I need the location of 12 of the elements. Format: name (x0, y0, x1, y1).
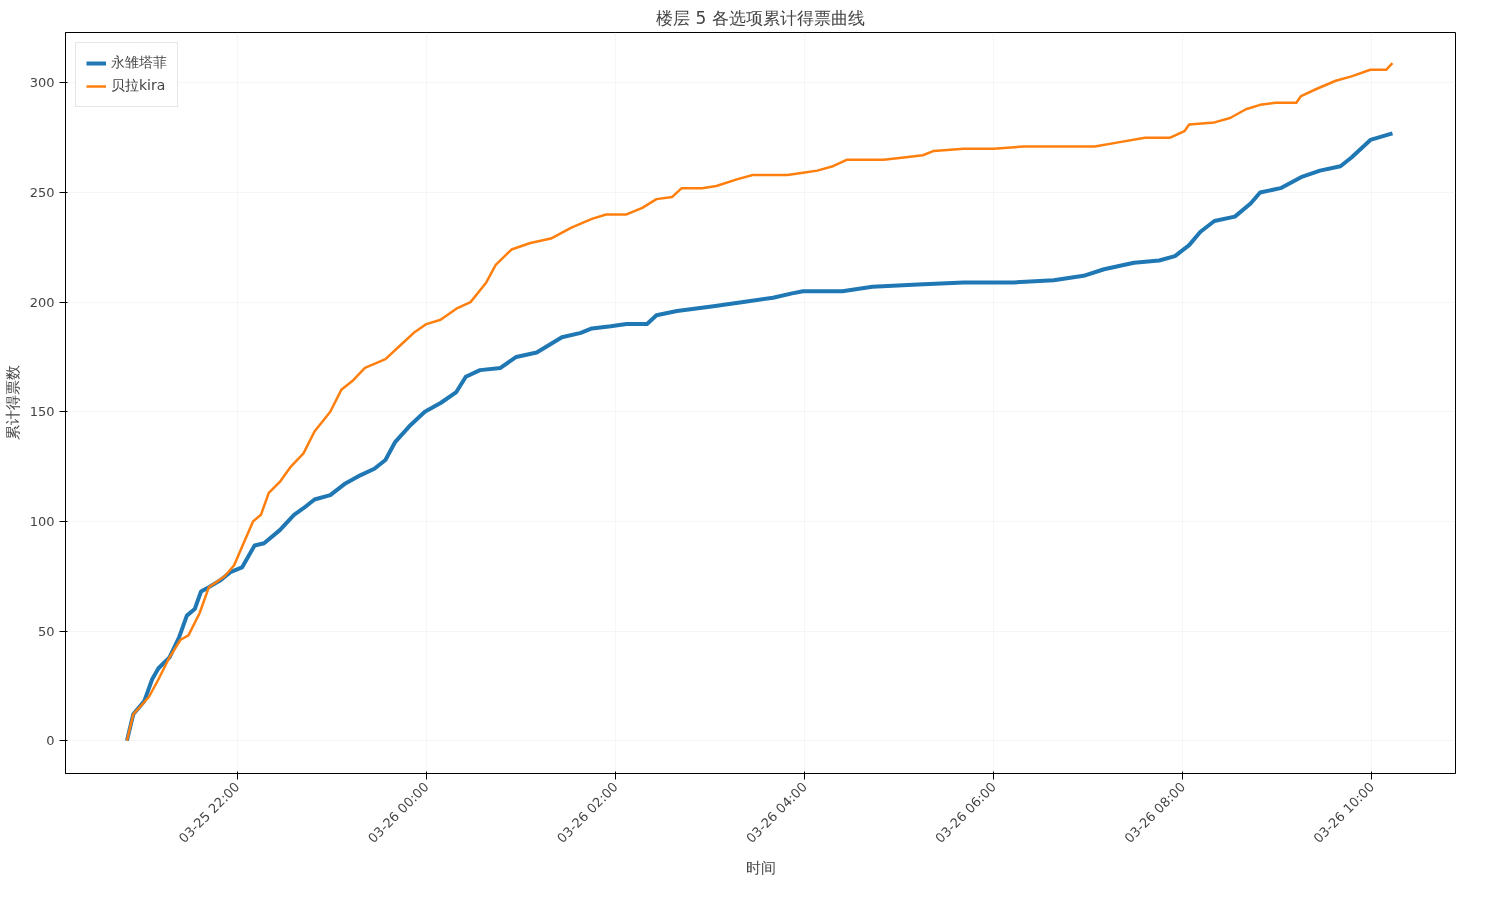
y-tick-label: 250 (29, 185, 55, 201)
y-tick-label: 200 (29, 294, 55, 310)
y-tick-label: 100 (29, 513, 55, 529)
legend-label: 永雏塔菲 (111, 54, 167, 72)
y-tick-label: 150 (29, 404, 55, 420)
y-axis-title: 累计得票数 (3, 365, 22, 441)
legend-label: 贝拉kira (111, 77, 166, 95)
y-tick-label: 300 (29, 75, 55, 91)
x-axis-title: 时间 (745, 859, 776, 878)
y-tick-label: 0 (46, 733, 55, 749)
chart-title: 楼层 5 各选项累计得票曲线 (656, 7, 865, 28)
y-tick-label: 50 (37, 623, 55, 639)
